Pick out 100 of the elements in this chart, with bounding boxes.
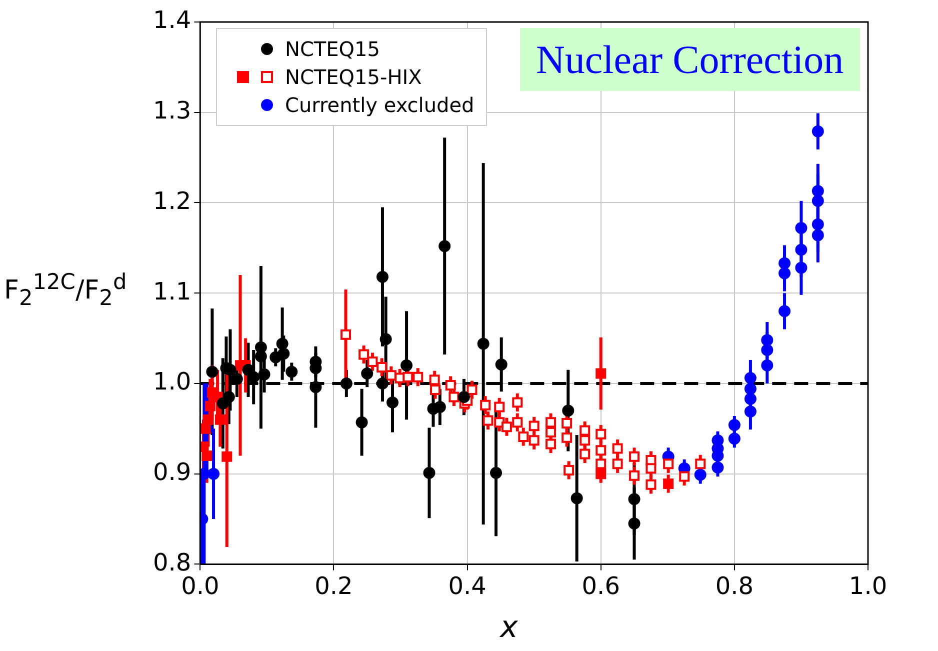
point — [761, 334, 774, 346]
point — [412, 372, 424, 382]
point — [778, 267, 791, 280]
x-tick-label: 0.4 — [448, 572, 486, 600]
point — [812, 194, 824, 207]
point — [570, 492, 583, 504]
point — [495, 358, 508, 370]
point — [258, 368, 270, 380]
point — [728, 432, 740, 445]
x-tick-label: 0.2 — [314, 572, 353, 600]
point — [596, 468, 606, 480]
point — [458, 391, 470, 404]
point — [204, 400, 216, 412]
point — [694, 468, 706, 481]
x-tick-label: 0.8 — [715, 572, 754, 600]
point — [663, 458, 674, 470]
point — [477, 338, 490, 350]
point — [202, 414, 214, 425]
point — [629, 470, 640, 481]
point — [214, 414, 226, 425]
point — [795, 222, 808, 234]
point — [580, 448, 590, 460]
point — [206, 366, 218, 378]
point — [596, 428, 606, 440]
point — [528, 435, 540, 446]
y-tick-label: 1.4 — [152, 6, 192, 34]
point — [744, 372, 756, 384]
point — [402, 372, 414, 382]
point — [646, 463, 656, 474]
point — [812, 229, 824, 242]
x-tick-label: 1.0 — [848, 572, 888, 600]
point — [222, 391, 235, 404]
point — [202, 450, 212, 462]
point — [580, 435, 590, 446]
x-tick-label: 0.6 — [582, 572, 620, 600]
point — [466, 384, 478, 396]
point — [286, 366, 298, 378]
point — [562, 404, 574, 417]
point — [438, 240, 451, 252]
point — [340, 329, 351, 340]
point — [744, 382, 756, 395]
point — [490, 466, 502, 479]
point — [812, 218, 824, 230]
point — [518, 432, 529, 442]
point — [712, 462, 724, 474]
y-tick-label: 1.2 — [152, 186, 192, 215]
point — [361, 368, 374, 380]
point — [695, 458, 706, 470]
y-tick-label: 1.3 — [152, 96, 192, 125]
point — [208, 468, 220, 480]
legend-label: Currently excluded — [285, 92, 474, 119]
y-tick-label: 0.9 — [152, 458, 192, 486]
point — [445, 380, 456, 391]
point — [380, 333, 392, 346]
point — [494, 402, 505, 412]
point — [728, 419, 740, 432]
point — [744, 392, 756, 405]
point — [358, 349, 370, 360]
point — [310, 381, 322, 394]
point — [596, 458, 606, 470]
point — [679, 471, 690, 482]
legend-label: NCTEQ15 — [285, 36, 380, 63]
point — [744, 405, 756, 418]
point — [580, 425, 590, 436]
point — [512, 397, 523, 408]
point — [276, 338, 288, 350]
point — [430, 384, 440, 396]
point — [562, 432, 572, 443]
point — [761, 344, 774, 356]
point — [376, 362, 388, 372]
point — [340, 377, 352, 390]
point — [448, 392, 460, 402]
point — [663, 478, 674, 490]
point — [224, 364, 236, 376]
x-axis-title: x — [498, 610, 519, 645]
point — [628, 518, 640, 530]
point — [646, 479, 656, 490]
point — [528, 420, 540, 432]
point — [628, 493, 640, 506]
point — [761, 359, 774, 372]
point — [480, 400, 491, 410]
point — [596, 368, 606, 379]
point — [254, 350, 267, 362]
point — [356, 416, 368, 428]
point — [564, 464, 574, 476]
point — [546, 427, 556, 438]
point — [386, 396, 399, 408]
point — [222, 451, 232, 462]
legend-label: NCTEQ15-HIX — [285, 64, 422, 91]
y-tick-label: 1.0 — [152, 368, 192, 396]
y-tick-label: 1.1 — [152, 277, 192, 306]
point — [812, 125, 824, 138]
point — [612, 443, 623, 454]
point — [512, 417, 523, 428]
point — [429, 374, 440, 386]
point — [812, 184, 824, 197]
point — [612, 458, 623, 470]
point — [423, 466, 436, 479]
point — [278, 348, 290, 360]
point — [546, 417, 556, 428]
